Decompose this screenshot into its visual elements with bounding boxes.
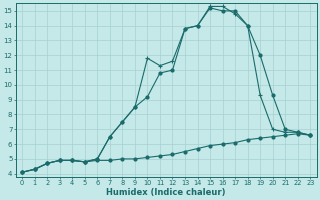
X-axis label: Humidex (Indice chaleur): Humidex (Indice chaleur) [107,188,226,197]
